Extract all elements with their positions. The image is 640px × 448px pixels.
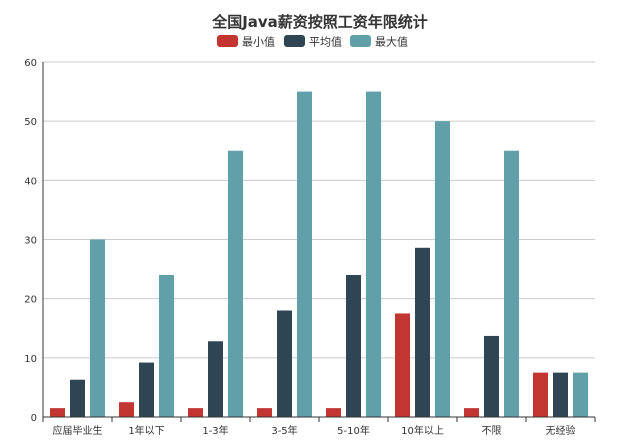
bar-最小值 — [533, 372, 548, 417]
bar-最大值 — [297, 91, 312, 417]
bar-最小值 — [119, 402, 134, 417]
y-tick-label: 50 — [24, 117, 37, 128]
bar-平均值 — [70, 379, 85, 417]
bar-最小值 — [395, 313, 410, 417]
legend-label: 最小值 — [242, 36, 275, 49]
bar-最小值 — [326, 408, 341, 417]
bar-最大值 — [435, 121, 450, 418]
bar-最大值 — [366, 91, 381, 417]
legend-swatch — [284, 35, 305, 47]
y-tick-label: 20 — [24, 295, 37, 306]
legend-swatch — [350, 35, 371, 47]
bar-最大值 — [90, 239, 105, 417]
x-tick-label: 应届毕业生 — [53, 424, 103, 437]
axes: 0 10 20 30 40 50 60 应届毕业生 1年以下 1-3年 3-5年 5-10年 10年以上… — [24, 58, 596, 437]
bar-最小值 — [50, 408, 65, 417]
legend: 最小值 平均值 最大值 — [217, 35, 408, 49]
legend-label: 最大值 — [375, 35, 408, 49]
x-tick-label: 无经验 — [546, 424, 576, 437]
bar-平均值 — [553, 372, 568, 417]
bar-最大值 — [228, 150, 243, 417]
legend-swatch — [217, 35, 238, 47]
y-tick-label: 10 — [24, 354, 37, 365]
bar-最小值 — [464, 408, 479, 417]
bar-平均值 — [415, 247, 430, 417]
bar-平均值 — [484, 335, 499, 417]
bars — [50, 91, 588, 418]
y-tick-label: 40 — [24, 176, 37, 187]
bar-平均值 — [208, 341, 223, 417]
x-tick-label: 3-5年 — [271, 424, 297, 437]
chart-title: 全国Java薪资按照工资年限统计 — [211, 13, 428, 31]
bar-最小值 — [188, 408, 203, 417]
legend-label: 平均值 — [309, 36, 342, 49]
x-tick-label: 1-3年 — [202, 424, 228, 437]
y-tick-label: 60 — [24, 58, 37, 69]
x-tick-label: 不限 — [482, 425, 502, 437]
x-tick-label: 5-10年 — [337, 424, 370, 437]
bar-最大值 — [573, 372, 588, 417]
bar-最大值 — [504, 150, 519, 417]
x-tick-label: 1年以下 — [128, 424, 164, 437]
bar-平均值 — [277, 310, 292, 417]
bar-平均值 — [346, 275, 361, 417]
bar-平均值 — [139, 362, 154, 417]
bar-最小值 — [257, 408, 272, 417]
x-tick-label: 10年以上 — [401, 424, 444, 437]
y-tick-label: 0 — [31, 413, 37, 424]
bar-最大值 — [159, 275, 174, 417]
grid — [43, 61, 595, 359]
y-tick-label: 30 — [24, 236, 37, 247]
